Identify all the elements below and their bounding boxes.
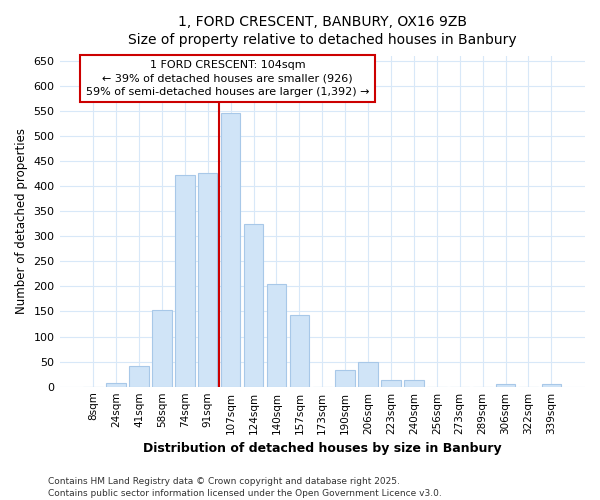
Bar xyxy=(542,384,561,386)
Bar xyxy=(221,113,241,386)
Bar xyxy=(290,315,309,386)
Bar xyxy=(129,366,149,386)
Bar xyxy=(381,380,401,386)
Title: 1, FORD CRESCENT, BANBURY, OX16 9ZB
Size of property relative to detached houses: 1, FORD CRESCENT, BANBURY, OX16 9ZB Size… xyxy=(128,15,517,48)
Bar xyxy=(267,284,286,386)
Text: 1 FORD CRESCENT: 104sqm
← 39% of detached houses are smaller (926)
59% of semi-d: 1 FORD CRESCENT: 104sqm ← 39% of detache… xyxy=(86,60,370,97)
Bar xyxy=(244,224,263,386)
Bar xyxy=(404,380,424,386)
Bar xyxy=(358,362,378,386)
Bar xyxy=(198,174,217,386)
Bar xyxy=(175,175,194,386)
X-axis label: Distribution of detached houses by size in Banbury: Distribution of detached houses by size … xyxy=(143,442,502,455)
Y-axis label: Number of detached properties: Number of detached properties xyxy=(15,128,28,314)
Text: Contains HM Land Registry data © Crown copyright and database right 2025.
Contai: Contains HM Land Registry data © Crown c… xyxy=(48,476,442,498)
Bar xyxy=(496,384,515,386)
Bar xyxy=(335,370,355,386)
Bar xyxy=(106,382,126,386)
Bar xyxy=(152,310,172,386)
